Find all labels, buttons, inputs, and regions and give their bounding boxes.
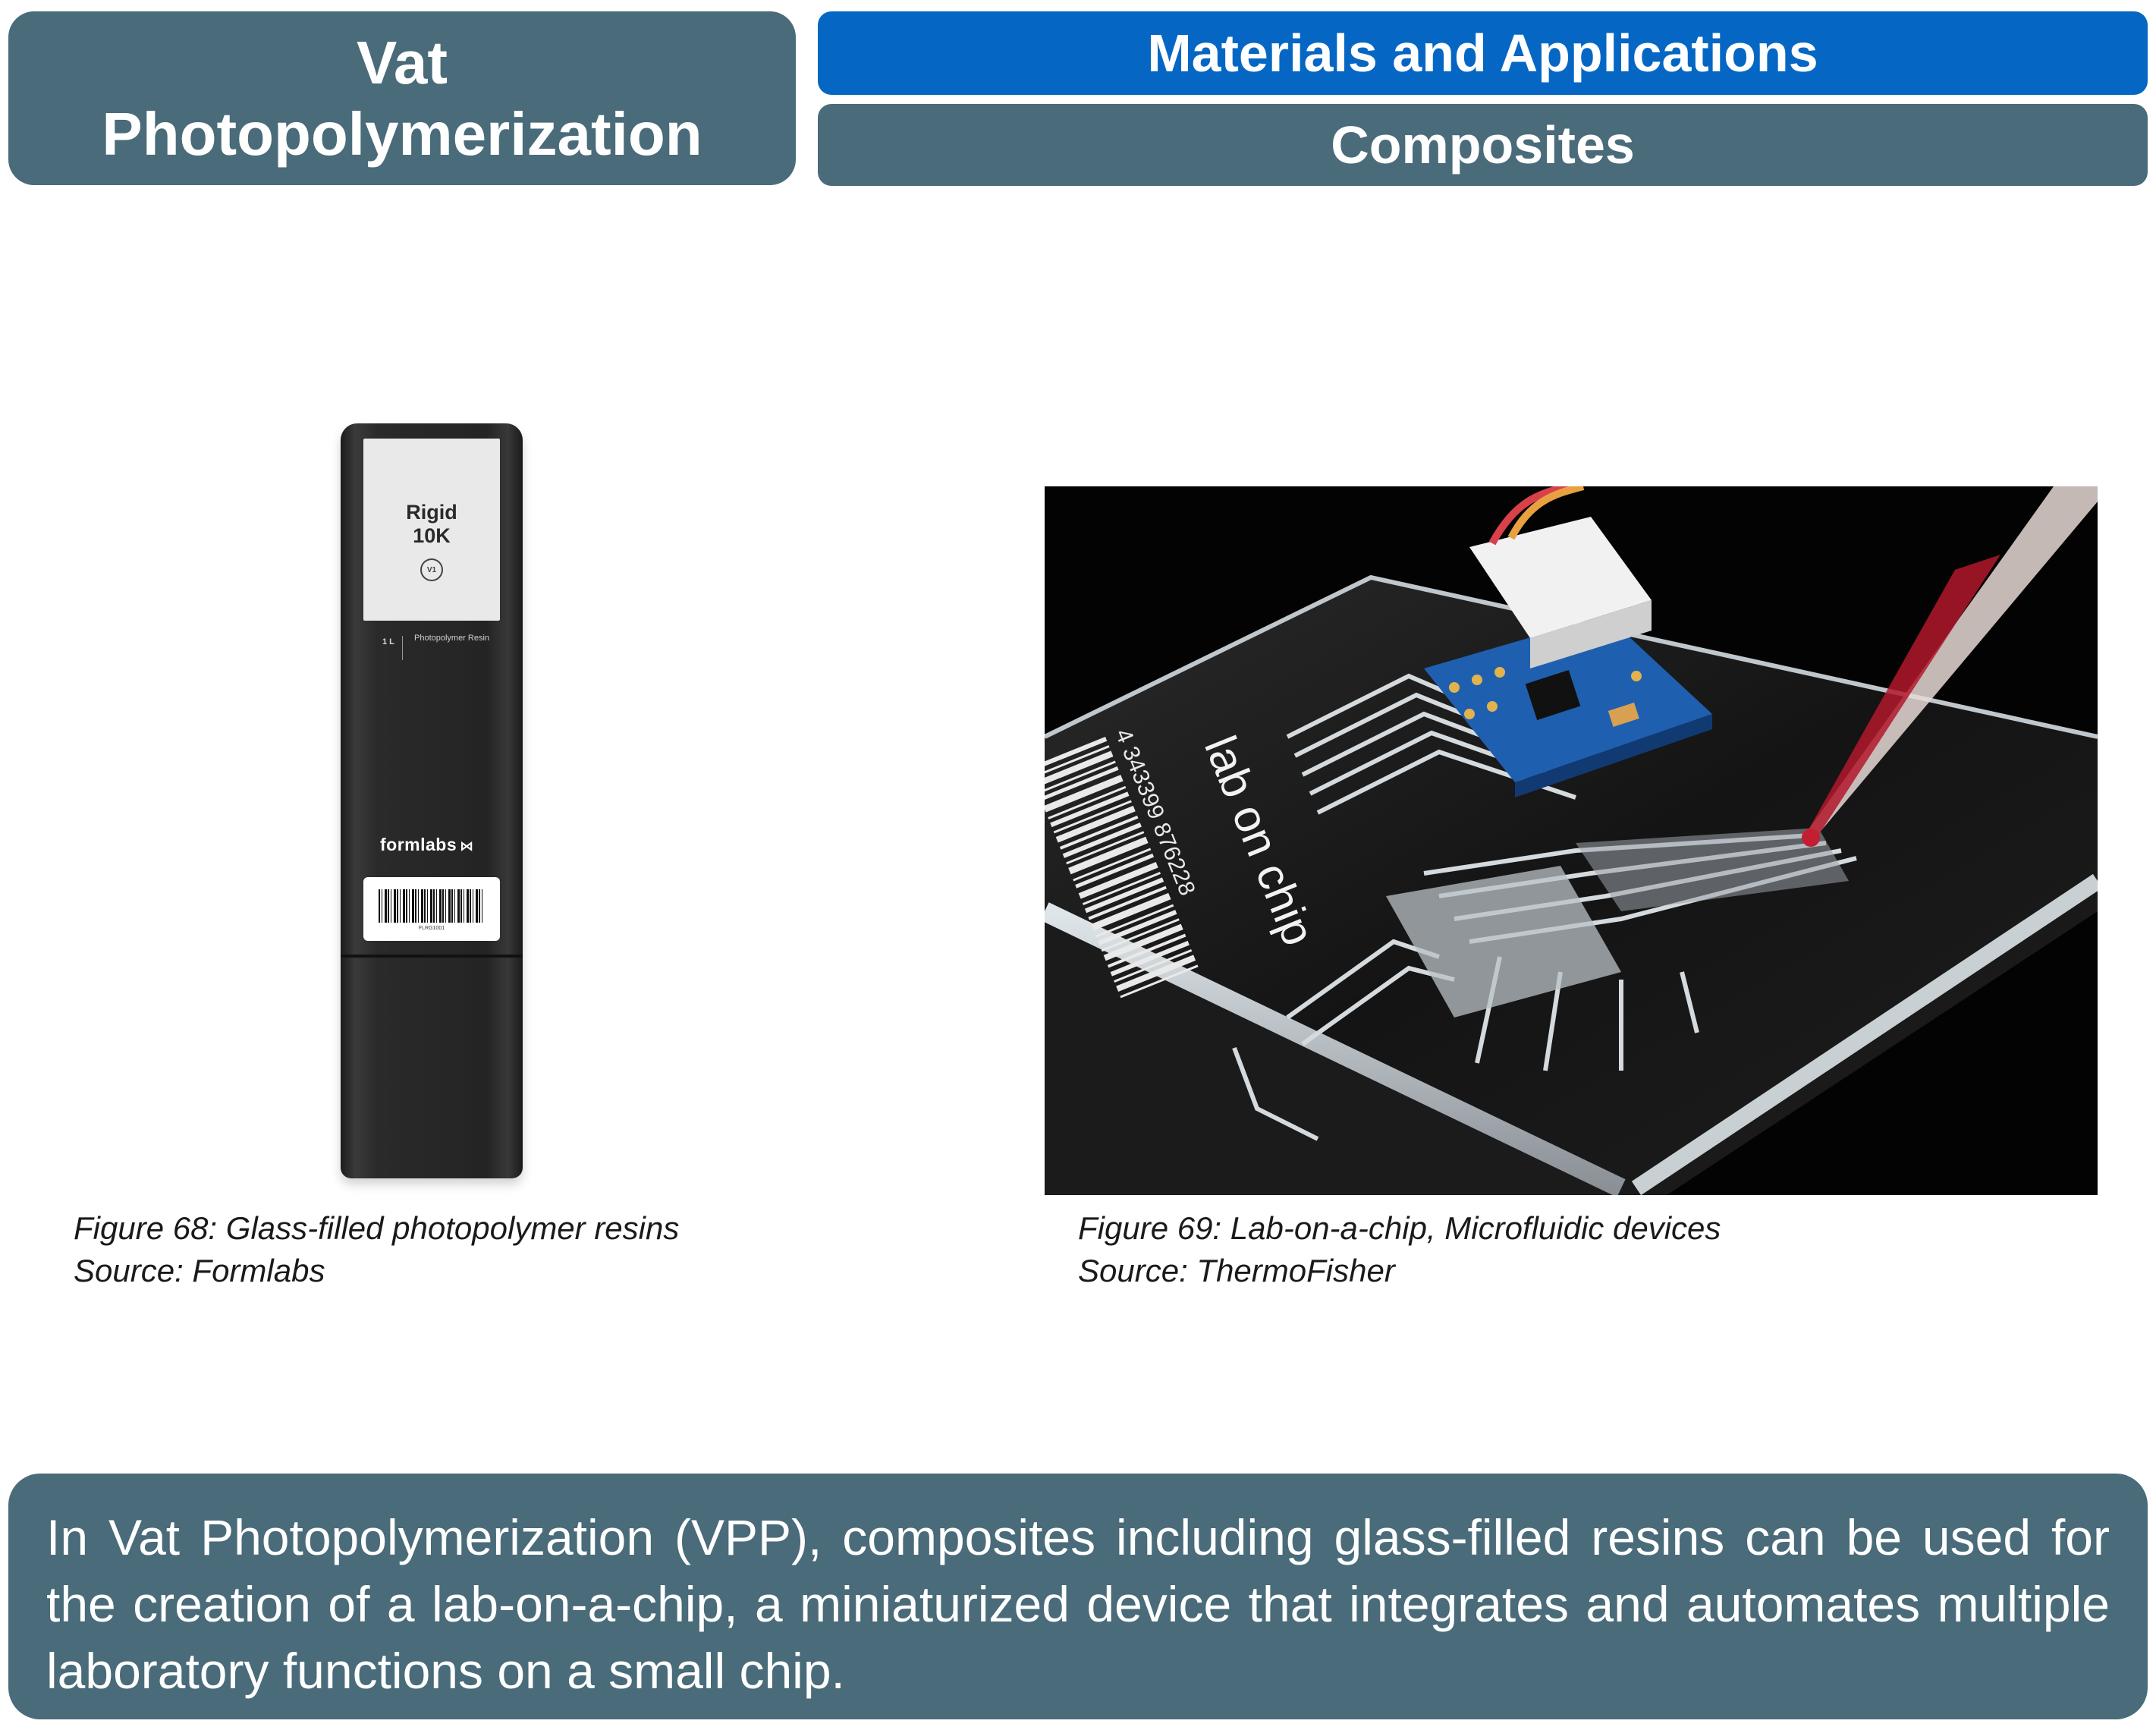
subcategory-banner: Composites — [818, 104, 2148, 186]
brand-mark-icon: ⋈ — [460, 838, 474, 854]
category-label: Materials and Applications — [1147, 23, 1818, 83]
figure-69-source: Source: ThermoFisher — [1078, 1250, 2064, 1292]
category-banner: Materials and Applications — [818, 11, 2148, 95]
cartridge-label: Rigid 10K V1 — [363, 439, 500, 621]
cartridge-seam — [341, 955, 523, 958]
product-volume: 1 L — [382, 636, 403, 660]
figure-69-caption: Figure 69: Lab-on-a-chip, Microfluidic d… — [1078, 1207, 2064, 1292]
barcode-code: FLRG1001 — [363, 926, 500, 931]
section-title-line2: Photopolymerization — [102, 99, 702, 170]
blood-droplet — [1802, 829, 1820, 847]
figure-68-source: Source: Formlabs — [74, 1250, 832, 1292]
summary-text: In Vat Photopolymerization (VPP), compos… — [46, 1509, 2110, 1699]
resin-cartridge-image: Rigid 10K V1 1 L Photopolymer Resin form… — [341, 423, 523, 1178]
summary-panel: In Vat Photopolymerization (VPP), compos… — [8, 1474, 2148, 1719]
figure-68-title: Figure 68: Glass-filled photopolymer res… — [74, 1207, 832, 1250]
product-name: Rigid 10K — [390, 501, 473, 548]
barcode-icon — [379, 889, 485, 923]
figure-69-title: Figure 69: Lab-on-a-chip, Microfluidic d… — [1078, 1207, 2064, 1250]
lab-on-chip-image: 4 343399 876228 lab on chip — [1045, 486, 2098, 1195]
barcode-sticker: FLRG1001 — [363, 877, 500, 941]
subcategory-label: Composites — [1331, 115, 1635, 175]
figure-68-caption: Figure 68: Glass-filled photopolymer res… — [74, 1207, 832, 1292]
brand-name: formlabs — [380, 835, 457, 854]
lab-on-chip-illustration: 4 343399 876228 lab on chip — [1045, 486, 2098, 1195]
section-title: Vat Photopolymerization — [8, 11, 796, 185]
section-title-line1: Vat — [357, 27, 448, 99]
product-type: Photopolymer Resin — [414, 633, 498, 643]
brand-logo: formlabs ⋈ — [380, 835, 474, 855]
version-badge: V1 — [420, 558, 443, 581]
